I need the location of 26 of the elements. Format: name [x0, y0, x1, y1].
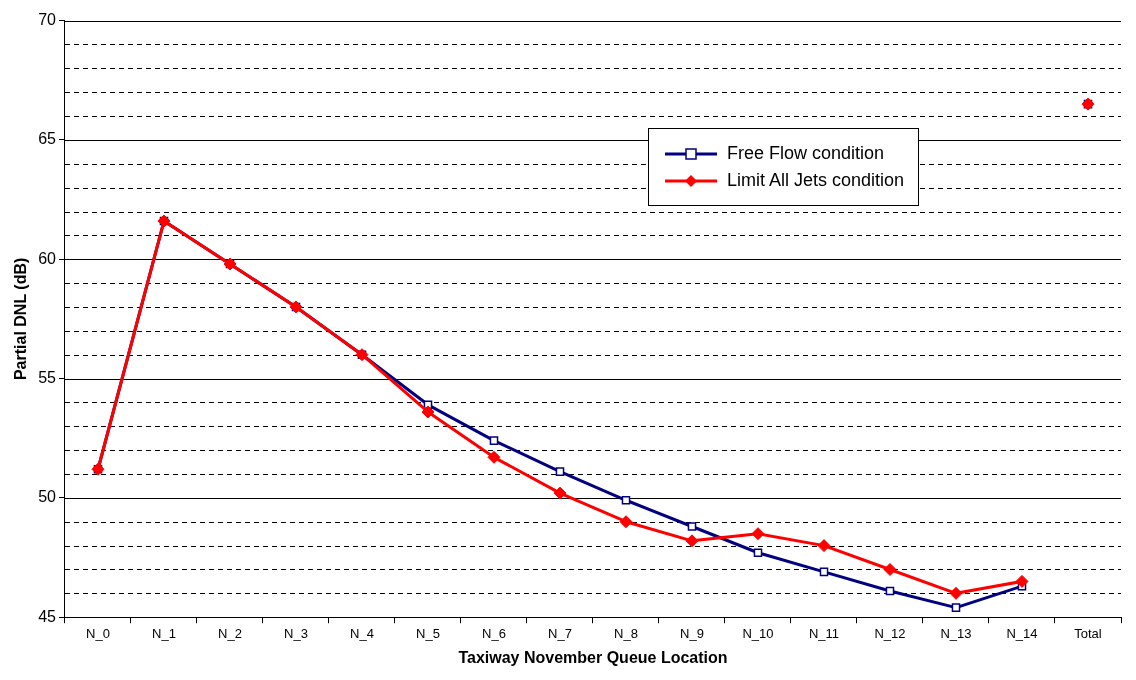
x-tick-label: N_5 [416, 625, 440, 641]
y-tick-label: 65 [38, 130, 57, 148]
x-tick-label: N_2 [218, 625, 242, 641]
x-tick-label: N_0 [86, 625, 110, 641]
y-tick-label: 55 [38, 368, 57, 386]
x-axis-title: Taxiway November Queue Location [458, 648, 728, 666]
x-tick-label: N_9 [680, 625, 704, 641]
x-tick-label: N_11 [808, 625, 840, 641]
x-tick-label: N_1 [152, 625, 176, 641]
y-tick-label: 45 [38, 607, 57, 625]
x-tick-label: N_12 [874, 625, 906, 641]
y-tick-label: 70 [38, 11, 57, 29]
y-axis-title: Partial DNL (dB) [12, 257, 30, 381]
x-tick-label: Total [1074, 625, 1102, 641]
y-tick-label: 50 [38, 488, 57, 506]
x-tick-label: N_6 [482, 625, 506, 641]
y-tick-label: 60 [38, 249, 57, 267]
x-tick-label: N_14 [1006, 625, 1038, 641]
legend-label: Limit All Jets condition [727, 170, 905, 190]
x-tick-label: N_3 [284, 625, 308, 641]
x-tick-label: N_4 [350, 625, 374, 641]
x-tick-label: N_13 [940, 625, 972, 641]
x-tick-label: N_10 [742, 625, 774, 641]
x-tick-label: N_8 [614, 625, 638, 641]
x-tick-label: N_7 [548, 625, 572, 641]
legend-label: Free Flow condition [727, 143, 885, 163]
